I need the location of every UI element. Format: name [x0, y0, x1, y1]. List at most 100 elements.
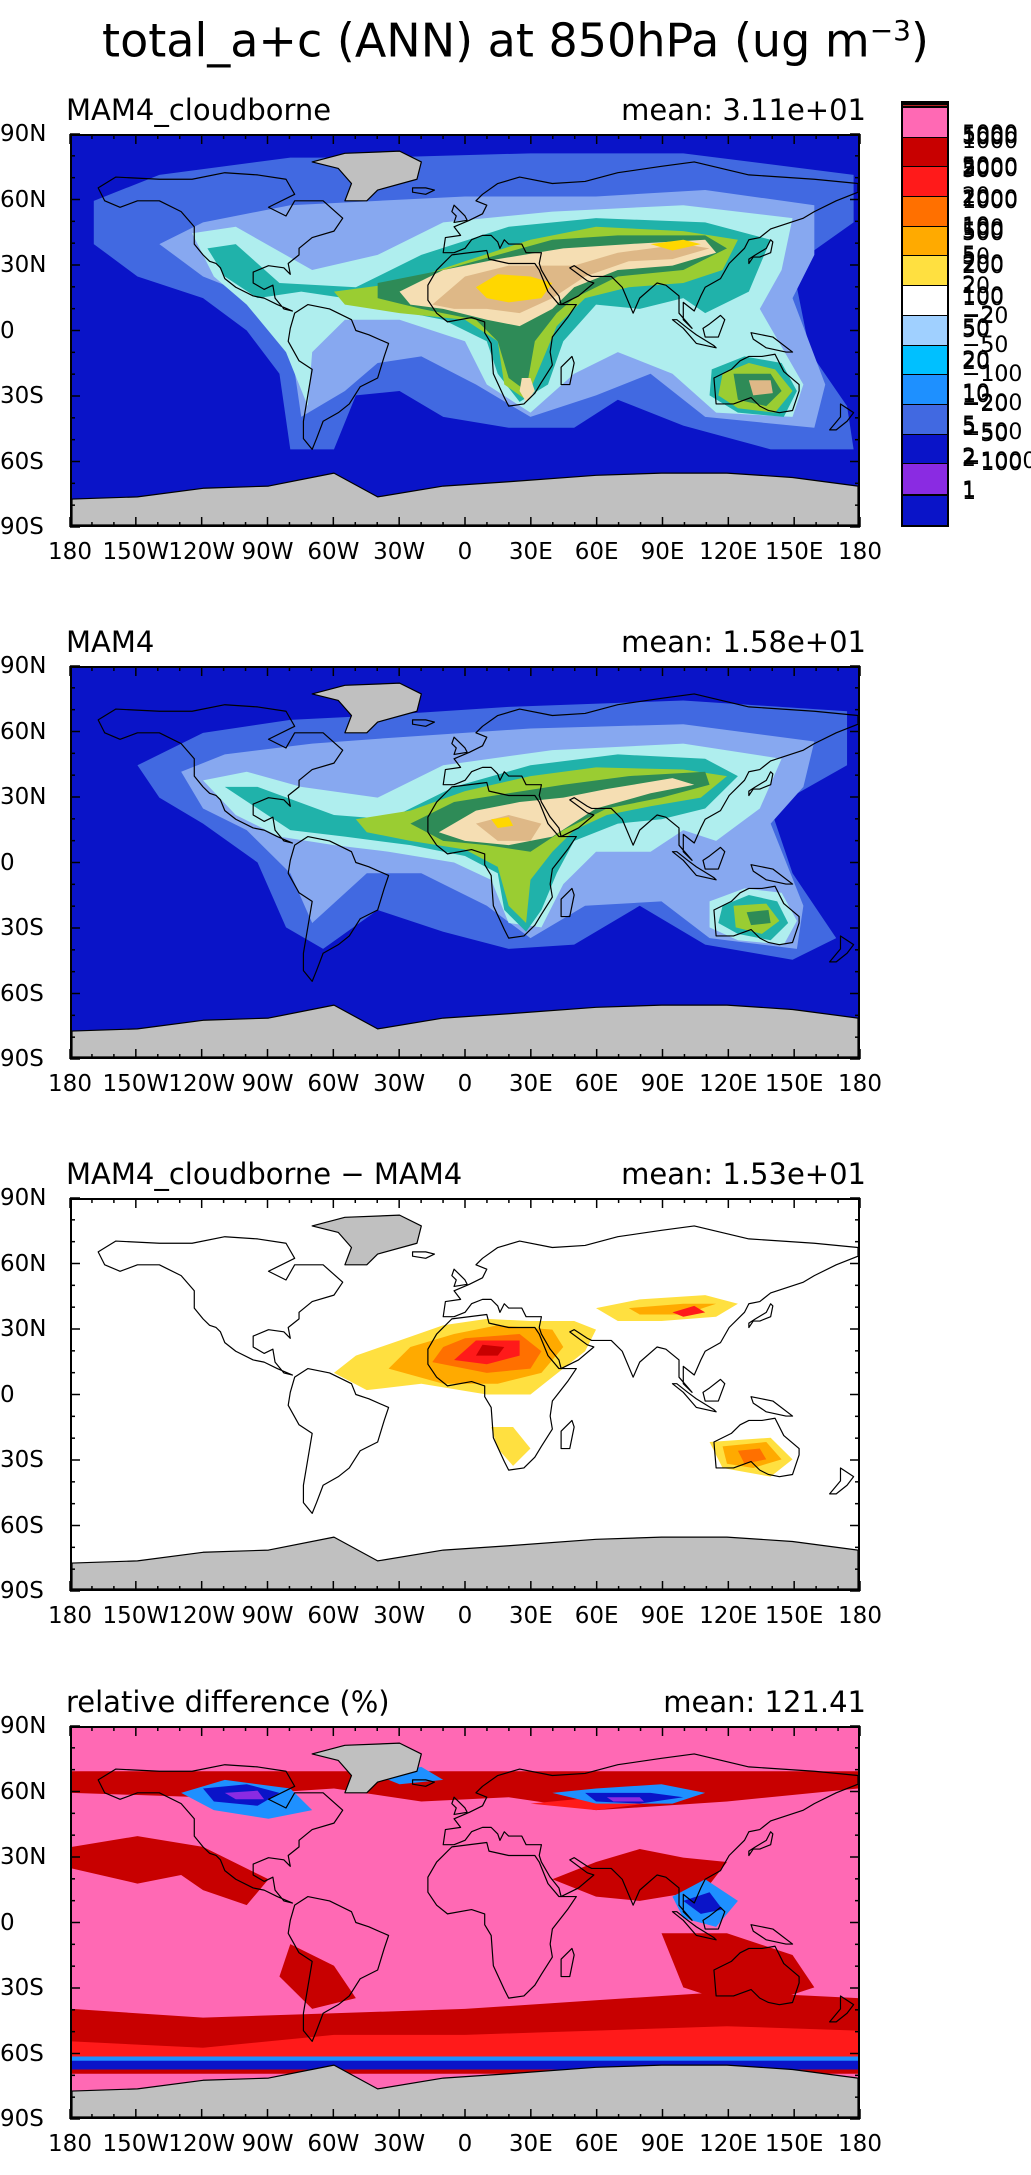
legend-label: −200: [962, 390, 1023, 416]
coastline: [748, 1831, 774, 1857]
map-plot-area: [70, 1198, 860, 1591]
longitude-label: 60E: [574, 2131, 619, 2157]
longitude-label: 60W: [307, 1603, 360, 1629]
contour-region: [519, 378, 535, 402]
latitude-label: 90N: [0, 653, 47, 679]
coastline: [671, 851, 717, 881]
color-legend: [901, 106, 949, 496]
coastline: [750, 1396, 794, 1417]
missing-data-region: [72, 1005, 858, 1057]
legend-label: −5: [962, 332, 995, 358]
latitude-label: 0: [0, 1381, 15, 1408]
contour-region: [491, 817, 514, 828]
legend-label: −100: [962, 451, 1023, 477]
latitude-label: 90S: [0, 2106, 44, 2132]
contour-region: [650, 239, 701, 251]
contour-region: [737, 1448, 767, 1464]
panel-name: relative difference (%): [66, 1685, 390, 1719]
longitude-label: 150W: [102, 539, 170, 565]
coastline: [829, 1995, 855, 2023]
contour-region: [606, 1797, 644, 1802]
coastline: [311, 1742, 422, 1794]
contour-region: [683, 1892, 723, 1914]
map-panel: MAM4_cloudborne − MAM4 mean: 1.53e+01 90N 6…: [0, 111, 1031, 1646]
coastline: [97, 172, 344, 312]
coastline: [748, 1303, 774, 1329]
longitude-label: 120W: [168, 539, 235, 565]
map-panel: MAM4_cloudborne mean: 3.11e+01 90N 60N 30N 0 3…: [0, 92, 1031, 582]
latitude-label: 90S: [0, 514, 44, 540]
longitude-label: 60E: [574, 539, 619, 565]
contour-region: [552, 1849, 727, 1901]
longitude-label: 150W: [102, 2131, 170, 2157]
coastline: [411, 187, 436, 195]
latitude-label: 90N: [0, 1185, 47, 1211]
figure-title: total_a+c (ANN) at 850hPa (ug m−3): [0, 0, 1031, 67]
latitude-label: 30N: [0, 1316, 47, 1342]
legend-swatch: [903, 197, 947, 227]
latitude-label: 90S: [0, 1046, 44, 1072]
longitude-label: 30W: [373, 539, 426, 565]
longitude-label: 30E: [508, 2131, 553, 2157]
contour-region: [491, 1426, 531, 1466]
coastline: [451, 736, 468, 756]
figure-title-close: ): [910, 13, 929, 68]
coastline: [713, 1417, 800, 1478]
contour-region: [224, 1790, 265, 1800]
longitude-label: 30W: [373, 2131, 426, 2157]
longitude-label: 120E: [699, 2131, 758, 2157]
longitude-label: 0: [457, 2131, 473, 2157]
legend-label: −1000: [962, 448, 1031, 474]
coastline: [72, 472, 858, 525]
legend-label: 20: [962, 184, 990, 210]
legend-label: 5000: [962, 122, 1018, 148]
coastline: [311, 682, 422, 734]
map-panel: MAM4 mean: 1.58e+01 90N 60N 30N 0 30S 60S 90S 180…: [0, 103, 1031, 1114]
legend-swatch: [903, 256, 947, 287]
coastline: [702, 1378, 726, 1402]
longitude-label: 150E: [764, 2131, 824, 2157]
coastline: [713, 885, 800, 946]
longitude-label: 0: [457, 539, 473, 565]
legend-label: 2: [962, 445, 976, 471]
coastline: [287, 835, 390, 982]
coastline: [560, 887, 575, 918]
legend-label: 50: [962, 245, 990, 271]
legend-swatch: [903, 375, 947, 405]
legend-swatch: [903, 345, 947, 376]
legend-label: −100: [962, 361, 1023, 387]
legend-label: −2: [962, 302, 995, 328]
legend-label: 100: [962, 124, 1004, 150]
legend-label: 5: [962, 243, 976, 269]
coastline: [72, 1536, 858, 1589]
figure-title-text: total_a+c (ANN) at 850hPa (ug m: [102, 13, 870, 68]
contour-region: [475, 1344, 505, 1356]
legend-label: 2000: [962, 154, 1018, 180]
legend-label: 100: [962, 283, 1004, 309]
latitude-label: 0: [0, 849, 15, 876]
legend-label: 100: [962, 285, 1004, 311]
legend-label: 20: [962, 274, 990, 300]
legend-label: −20: [962, 303, 1009, 329]
panel-mean: mean: 3.11e+01: [621, 93, 866, 127]
legend-label: −20: [962, 391, 1009, 417]
panel-name: MAM4: [66, 625, 155, 659]
legend-label: −50: [962, 332, 1009, 358]
contour-map: [72, 1728, 858, 2117]
longitude-label: 180: [838, 539, 882, 565]
legend-label: 100: [962, 216, 1004, 242]
coastline: [97, 1764, 344, 1904]
coastline: [442, 1753, 858, 1921]
latitude-label: 60S: [0, 448, 44, 475]
contour-region: [475, 274, 553, 303]
legend-label: 20: [962, 350, 990, 376]
coastline: [713, 353, 800, 414]
legend-swatch: [903, 404, 947, 435]
legend-swatch: [903, 226, 947, 257]
legend-swatch: [903, 315, 947, 346]
coastline: [97, 1236, 344, 1376]
legend-label: 2: [962, 273, 976, 299]
figure-title-exponent: −3: [869, 14, 911, 47]
latitude-label: 30S: [0, 1975, 44, 2001]
coastline: [750, 332, 794, 353]
